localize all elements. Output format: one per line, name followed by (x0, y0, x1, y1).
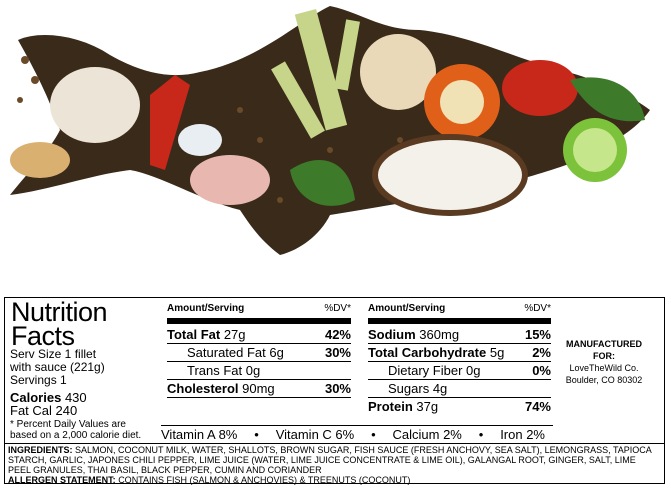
shallot (190, 155, 270, 205)
fish-silhouette-image (10, 6, 650, 255)
calories-value: 430 (64, 390, 87, 405)
chili-peppers (150, 75, 190, 170)
servings-per-container: Servings 1 (10, 373, 67, 387)
ingredients-block: INGREDIENTS: SALMON, COCONUT MILK, WATER… (8, 445, 658, 485)
calories-label: Calories (10, 390, 62, 405)
nutrient-label: Saturated Fat (187, 345, 266, 360)
red-bell-pepper (502, 60, 578, 116)
manufactured-label: MANUFACTURED (566, 339, 642, 349)
title-line-2: Facts (11, 321, 75, 351)
right-thick-rule (368, 318, 551, 324)
for-label: FOR: (593, 351, 615, 361)
onion (360, 34, 436, 110)
ingredients-divider (5, 443, 664, 444)
nutrient-dv: 30% (324, 381, 351, 396)
nutrient-label: Protein (368, 399, 413, 414)
title-line-1: Nutrition (11, 297, 108, 327)
sea-salt (178, 124, 222, 156)
nutrition-facts-panel: Nutrition Facts Serv Size 1 fillet with … (4, 297, 665, 485)
iron: Iron 2% (500, 427, 545, 442)
nutrient-amount: 360mg (419, 327, 460, 342)
nutrient-row-protein: Protein 37g 74% (368, 398, 551, 416)
nutrient-dv: 0% (532, 363, 551, 378)
nutrient-row-saturated-fat: Saturated Fat 6g 30% (167, 344, 351, 362)
nutrient-row-sugars: Sugars 4g (368, 380, 551, 398)
footnote-1: * Percent Daily Values are (10, 419, 126, 430)
nutrient-amount: 90mg (242, 381, 275, 396)
vitamins-line: Vitamin A 8% • Vitamin C 6% • Calcium 2%… (161, 425, 553, 443)
garlic-bulb (50, 67, 140, 143)
lime-flesh (573, 128, 617, 172)
nutrient-row-cholesterol: Cholesterol 90mg 30% (167, 380, 351, 398)
nutrient-dv: 42% (324, 327, 351, 342)
left-amount-header: Amount/Serving (167, 303, 245, 314)
serving-size-1: Serv Size 1 fillet (10, 347, 97, 361)
nutrient-label: Sugars (388, 381, 430, 396)
footnote-2: based on a 2,000 calorie diet. (10, 430, 142, 441)
allergen-label: ALLERGEN STATEMENT: (8, 475, 116, 485)
coconut-half (372, 134, 528, 216)
ingredients-text: SALMON, COCONUT MILK, WATER, SHALLOTS, B… (8, 445, 652, 475)
left-dv-header: %DV* (324, 303, 351, 314)
pepper-seeds (440, 80, 484, 124)
nutrient-label: Dietary Fiber (388, 363, 463, 378)
right-amount-header: Amount/Serving (368, 303, 446, 314)
nutrient-amount: 0g (245, 363, 261, 378)
right-dv-header: %DV* (524, 303, 551, 314)
ingredients-label: INGREDIENTS: (8, 445, 73, 455)
nutrient-dv: 30% (324, 345, 351, 360)
nutrient-label: Trans Fat (187, 363, 243, 378)
bullet-separator: • (371, 427, 376, 442)
nutrient-amount: 37g (416, 399, 439, 414)
left-thick-rule (167, 318, 351, 324)
bullet-separator: • (254, 427, 259, 442)
nutrient-row-total-carbohydrate: Total Carbohydrate 5g 2% (368, 344, 551, 362)
nutrient-row-trans-fat: Trans Fat 0g (167, 362, 351, 380)
nutrient-label: Total Carbohydrate (368, 345, 487, 360)
nutrient-amount: 27g (223, 327, 246, 342)
nutrient-dv: 74% (524, 399, 551, 414)
nutrient-label: Cholesterol (167, 381, 239, 396)
nutrient-label: Sodium (368, 327, 416, 342)
manufacturer-address: Boulder, CO 80302 (565, 375, 643, 385)
nutrient-amount: 5g (489, 345, 505, 360)
nutrient-row-sodium: Sodium 360mg 15% (368, 326, 551, 344)
allergen-text: CONTAINS FISH (SALMON & ANCHOVIES) & TRE… (118, 475, 411, 485)
nutrient-label: Total Fat (167, 327, 221, 342)
manufacturer-info: MANUFACTURED FOR: LoveTheWild Co. Boulde… (554, 338, 654, 386)
nutrient-row-total-fat: Total Fat 27g 42% (167, 326, 351, 344)
basil-leaves (570, 77, 645, 122)
vitamin-c: Vitamin C 6% (275, 427, 355, 442)
fish-ingredients-illustration (10, 6, 650, 255)
vitamin-a: Vitamin A 8% (161, 427, 238, 442)
nutrition-title: Nutrition Facts (11, 297, 108, 351)
fat-calories: Fat Cal 240 (10, 403, 78, 418)
nutrient-dv: 2% (532, 345, 551, 360)
ingredients-statement: INGREDIENTS: SALMON, COCONUT MILK, WATER… (8, 445, 658, 475)
nutrient-dv: 15% (524, 327, 551, 342)
nutrient-amount: 4g (432, 381, 448, 396)
allergen-statement: ALLERGEN STATEMENT: CONTAINS FISH (SALMO… (8, 475, 658, 485)
manufacturer-name: LoveTheWild Co. (569, 363, 639, 373)
nutrient-row-dietary-fiber: Dietary Fiber 0g 0% (368, 362, 551, 380)
calories-line: Calories 430 (10, 391, 87, 404)
ginger-root (10, 142, 70, 178)
bullet-separator: • (478, 427, 484, 442)
serving-size-2: with sauce (221g) (10, 360, 105, 374)
lemongrass (271, 8, 360, 139)
nutrient-amount: 6g (269, 345, 284, 360)
calcium: Calcium 2% (392, 427, 462, 442)
basil-leaves-lower (290, 160, 355, 206)
nutrient-amount: 0g (466, 363, 481, 378)
